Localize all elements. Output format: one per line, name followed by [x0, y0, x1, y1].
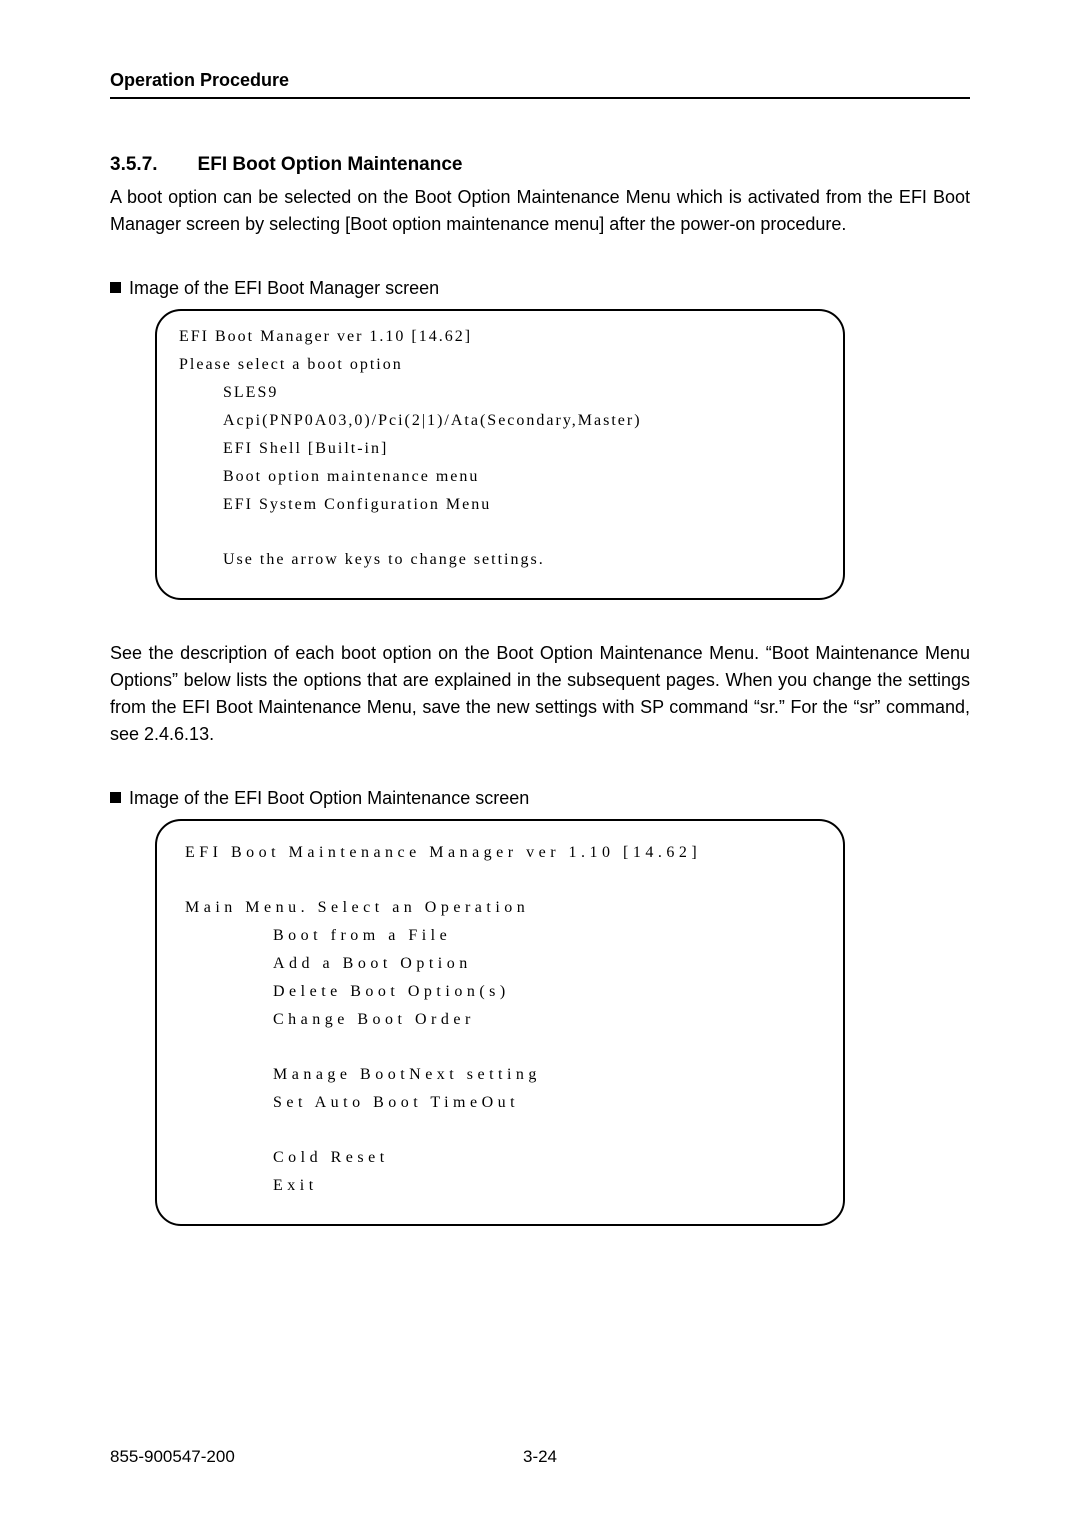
terminal-line: [179, 519, 815, 546]
bullet-boot-manager-image: Image of the EFI Boot Manager screen: [110, 278, 970, 299]
terminal-line: EFI Boot Manager ver 1.10 [14.62]: [179, 323, 815, 351]
bullet-text-2: Image of the EFI Boot Option Maintenance…: [129, 788, 529, 808]
terminal-line: Main Menu. Select an Operation: [185, 894, 815, 922]
terminal-line: Acpi(PNP0A03,0)/Pci(2|1)/Ata(Secondary,M…: [179, 407, 815, 435]
mid-paragraph: See the description of each boot option …: [110, 640, 970, 748]
terminal-line: Cold Reset: [185, 1144, 815, 1172]
terminal-line: [185, 867, 815, 894]
footer-page-number: 3-24: [523, 1447, 557, 1467]
terminal-line: Change Boot Order: [185, 1006, 815, 1034]
terminal-line: Manage BootNext setting: [185, 1061, 815, 1089]
terminal-line: Please select a boot option: [179, 351, 815, 379]
terminal-line: EFI System Configuration Menu: [179, 491, 815, 519]
terminal-line: Boot from a File: [185, 922, 815, 950]
header-rule: [110, 97, 970, 99]
section-heading: 3.5.7. EFI Boot Option Maintenance: [110, 154, 970, 176]
efi-boot-manager-panel: EFI Boot Manager ver 1.10 [14.62]Please …: [155, 309, 845, 600]
terminal-line: Set Auto Boot TimeOut: [185, 1089, 815, 1117]
terminal-line: Add a Boot Option: [185, 950, 815, 978]
terminal-line: Use the arrow keys to change settings.: [179, 546, 815, 574]
terminal-line: Boot option maintenance menu: [179, 463, 815, 491]
square-bullet-icon: [110, 282, 121, 293]
bullet-boot-option-maint-image: Image of the EFI Boot Option Maintenance…: [110, 788, 970, 809]
footer-doc-number: 855-900547-200: [110, 1447, 235, 1466]
terminal-line: EFI Boot Maintenance Manager ver 1.10 [1…: [185, 839, 815, 867]
bullet-text-1: Image of the EFI Boot Manager screen: [129, 278, 439, 298]
terminal-line: [185, 1117, 815, 1144]
section-number: 3.5.7.: [110, 154, 158, 175]
terminal-line: Delete Boot Option(s): [185, 978, 815, 1006]
document-page: Operation Procedure 3.5.7. EFI Boot Optio…: [0, 0, 1080, 1527]
terminal-line: EFI Shell [Built-in]: [179, 435, 815, 463]
terminal-line: Exit: [185, 1172, 815, 1200]
terminal-line: [185, 1034, 815, 1061]
terminal-line: SLES9: [179, 379, 815, 407]
page-footer: 855-900547-200 3-24: [110, 1447, 970, 1467]
chapter-header: Operation Procedure: [110, 70, 970, 91]
section-title: EFI Boot Option Maintenance: [198, 154, 463, 175]
efi-boot-maintenance-panel: EFI Boot Maintenance Manager ver 1.10 [1…: [155, 819, 845, 1226]
intro-paragraph: A boot option can be selected on the Boo…: [110, 184, 970, 238]
square-bullet-icon: [110, 792, 121, 803]
